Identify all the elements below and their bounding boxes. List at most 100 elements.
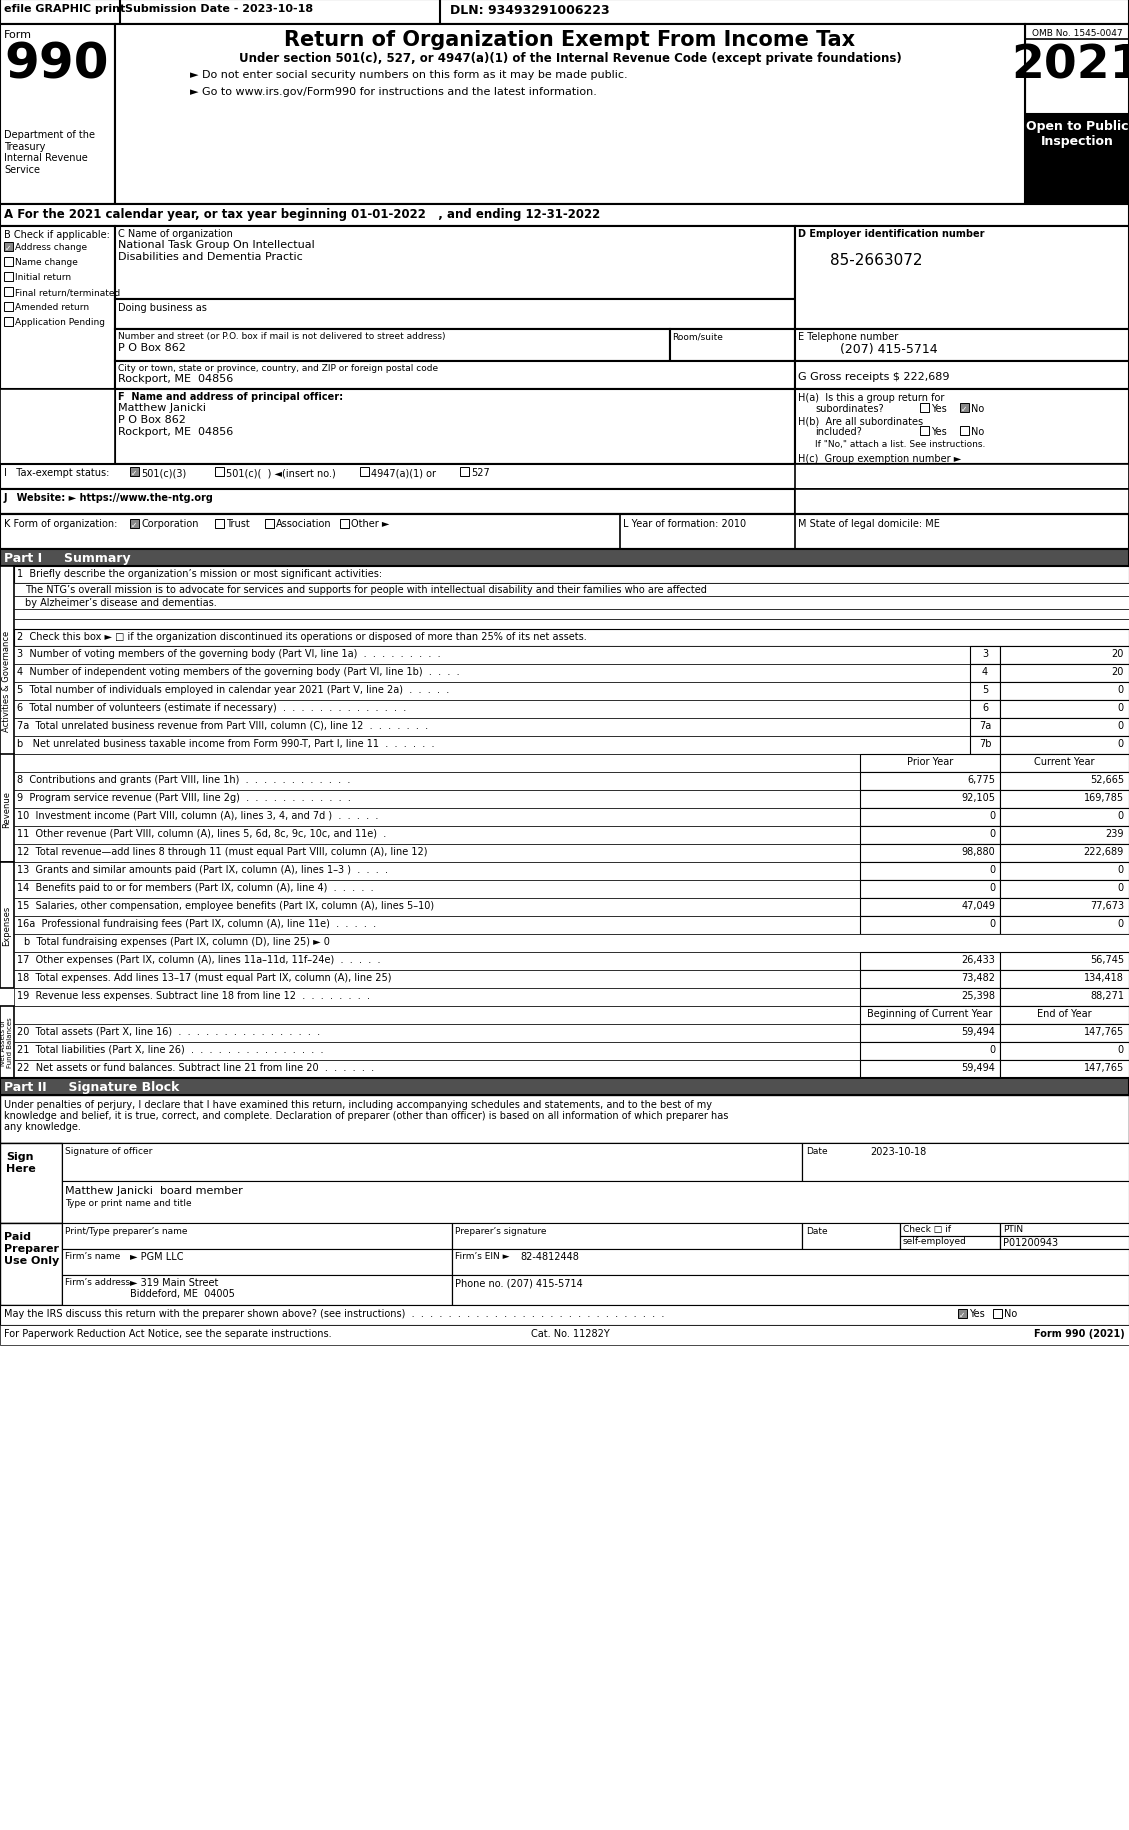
Bar xyxy=(1000,1007,1129,1025)
Text: I   Tax-exempt status:: I Tax-exempt status: xyxy=(5,468,110,478)
Bar xyxy=(1000,899,1129,917)
Text: 239: 239 xyxy=(1105,829,1124,838)
Bar xyxy=(0,490,795,514)
Text: 7b: 7b xyxy=(979,739,991,748)
Bar xyxy=(0,862,14,988)
Bar xyxy=(265,520,274,529)
Text: 47,049: 47,049 xyxy=(961,900,995,911)
Bar xyxy=(14,584,1129,597)
Bar xyxy=(215,468,224,478)
Text: 4  Number of independent voting members of the governing body (Part VI, line 1b): 4 Number of independent voting members o… xyxy=(17,666,460,677)
Bar xyxy=(1000,1237,1129,1250)
Text: Prior Year: Prior Year xyxy=(907,756,953,767)
Text: 0: 0 xyxy=(1118,864,1124,875)
Text: Activities & Governance: Activities & Governance xyxy=(2,630,11,732)
Text: 0: 0 xyxy=(1118,882,1124,893)
Text: any knowledge.: any knowledge. xyxy=(5,1122,81,1131)
Text: Initial return: Initial return xyxy=(15,273,71,282)
Text: 147,765: 147,765 xyxy=(1084,1027,1124,1036)
Text: 2023-10-18: 2023-10-18 xyxy=(870,1146,926,1157)
Bar xyxy=(970,664,1000,683)
Text: 222,689: 222,689 xyxy=(1084,847,1124,856)
Bar xyxy=(0,1096,1129,1144)
Text: Print/Type preparer’s name: Print/Type preparer’s name xyxy=(65,1226,187,1235)
Text: B Check if applicable:: B Check if applicable: xyxy=(5,231,110,240)
Text: H(b)  Are all subordinates: H(b) Are all subordinates xyxy=(798,415,924,426)
Text: For Paperwork Reduction Act Notice, see the separate instructions.: For Paperwork Reduction Act Notice, see … xyxy=(5,1329,332,1338)
Bar xyxy=(5,302,14,311)
Bar xyxy=(795,362,1129,390)
Bar xyxy=(14,664,970,683)
Bar xyxy=(1000,809,1129,827)
Bar xyxy=(0,1078,1129,1096)
Text: Corporation: Corporation xyxy=(141,518,199,529)
Bar xyxy=(0,26,115,205)
Bar xyxy=(1000,1043,1129,1060)
Text: Signature of officer: Signature of officer xyxy=(65,1146,152,1155)
Bar xyxy=(62,1250,452,1276)
Bar xyxy=(0,549,1129,567)
Bar xyxy=(62,1144,802,1182)
Text: 85-2663072: 85-2663072 xyxy=(830,253,922,267)
Bar xyxy=(452,1276,1129,1305)
Text: Current Year: Current Year xyxy=(1034,756,1094,767)
Bar xyxy=(860,1025,1000,1043)
Text: 82-4812448: 82-4812448 xyxy=(520,1252,579,1261)
Bar xyxy=(115,390,795,465)
Text: Net Assets or
Fund Balances: Net Assets or Fund Balances xyxy=(0,1017,14,1067)
Bar xyxy=(860,791,1000,809)
Bar xyxy=(5,243,14,253)
Bar xyxy=(0,1144,62,1222)
Text: Name change: Name change xyxy=(15,258,78,267)
Text: No: No xyxy=(1004,1308,1017,1318)
Bar xyxy=(130,520,139,529)
Text: C Name of organization: C Name of organization xyxy=(119,229,233,240)
Text: 10  Investment income (Part VIII, column (A), lines 3, 4, and 7d )  .  .  .  .  : 10 Investment income (Part VIII, column … xyxy=(17,811,378,820)
Text: Form: Form xyxy=(5,29,32,40)
Bar xyxy=(14,880,860,899)
Text: G Gross receipts $ 222,689: G Gross receipts $ 222,689 xyxy=(798,371,949,382)
Text: 18  Total expenses. Add lines 13–17 (must equal Part IX, column (A), line 25): 18 Total expenses. Add lines 13–17 (must… xyxy=(17,972,392,983)
Text: D Employer identification number: D Employer identification number xyxy=(798,229,984,240)
Bar xyxy=(970,719,1000,737)
Text: efile GRAPHIC print: efile GRAPHIC print xyxy=(5,4,125,15)
Bar xyxy=(860,880,1000,899)
Text: 0: 0 xyxy=(989,1045,995,1054)
Bar xyxy=(795,390,1129,465)
Bar xyxy=(795,465,1129,490)
Bar xyxy=(0,567,14,794)
Text: b  Total fundraising expenses (Part IX, column (D), line 25) ► 0: b Total fundraising expenses (Part IX, c… xyxy=(24,937,330,946)
Text: 0: 0 xyxy=(989,811,995,820)
Bar xyxy=(5,287,14,296)
Text: 22  Net assets or fund balances. Subtract line 21 from line 20  .  .  .  .  .  .: 22 Net assets or fund balances. Subtract… xyxy=(17,1063,374,1072)
Text: 77,673: 77,673 xyxy=(1089,900,1124,911)
Text: 2021: 2021 xyxy=(1012,42,1129,88)
Text: b   Net unrelated business taxable income from Form 990-T, Part I, line 11  .  .: b Net unrelated business taxable income … xyxy=(17,739,435,748)
Text: Other ►: Other ► xyxy=(351,518,390,529)
Text: 21  Total liabilities (Part X, line 26)  .  .  .  .  .  .  .  .  .  .  .  .  .  : 21 Total liabilities (Part X, line 26) .… xyxy=(17,1045,324,1054)
Text: 4: 4 xyxy=(982,666,988,677)
Bar xyxy=(920,404,929,414)
Bar xyxy=(1000,827,1129,844)
Bar xyxy=(802,1144,1129,1182)
Bar xyxy=(920,426,929,436)
Bar xyxy=(860,970,1000,988)
Bar xyxy=(0,227,115,390)
Text: E Telephone number: E Telephone number xyxy=(798,331,899,342)
Text: Return of Organization Exempt From Income Tax: Return of Organization Exempt From Incom… xyxy=(285,29,856,49)
Bar xyxy=(1000,719,1129,737)
Text: PTIN: PTIN xyxy=(1003,1224,1023,1233)
Text: 0: 0 xyxy=(989,864,995,875)
Text: F  Name and address of principal officer:: F Name and address of principal officer: xyxy=(119,392,343,403)
Bar xyxy=(14,646,970,664)
Bar xyxy=(460,468,469,478)
Text: 13  Grants and similar amounts paid (Part IX, column (A), lines 1–3 )  .  .  .  : 13 Grants and similar amounts paid (Part… xyxy=(17,864,388,875)
Bar xyxy=(14,1060,860,1078)
Text: Firm’s EIN ►: Firm’s EIN ► xyxy=(455,1252,509,1261)
Bar xyxy=(14,988,860,1007)
Bar xyxy=(0,1325,1129,1345)
Bar xyxy=(960,404,969,414)
Text: May the IRS discuss this return with the preparer shown above? (see instructions: May the IRS discuss this return with the… xyxy=(5,1308,664,1318)
Bar xyxy=(14,952,860,970)
Text: 147,765: 147,765 xyxy=(1084,1063,1124,1072)
